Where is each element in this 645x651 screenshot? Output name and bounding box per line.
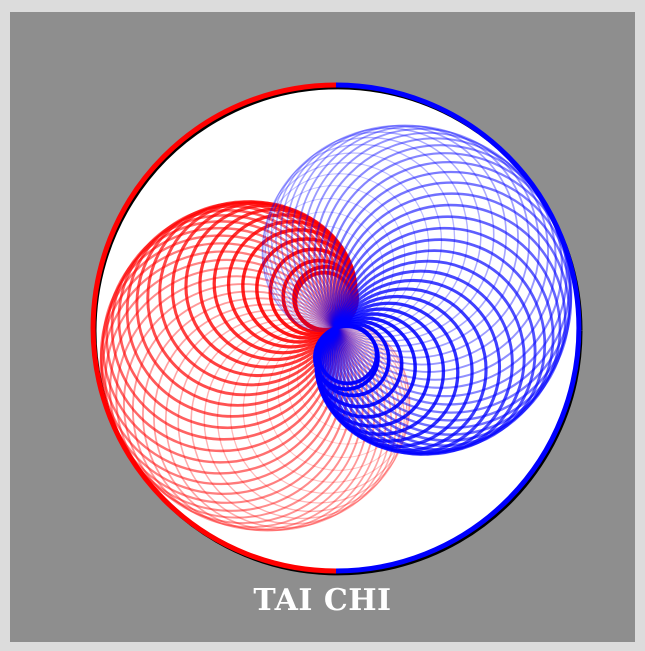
blue-circle xyxy=(325,278,502,455)
blue-circle xyxy=(281,254,360,332)
blue-circle xyxy=(313,324,380,392)
title-caption: TAI CHI xyxy=(253,583,392,618)
blue-circle xyxy=(263,197,395,329)
red-circle xyxy=(242,326,410,494)
blue-circle xyxy=(262,162,430,330)
blue-circle xyxy=(291,124,519,353)
red-circle xyxy=(177,314,392,529)
blue-circle-family xyxy=(261,124,573,456)
blue-circle xyxy=(264,152,443,331)
outer-rim-red xyxy=(90,82,337,574)
blue-circle xyxy=(280,127,495,342)
outer-rim-blue xyxy=(335,82,582,574)
blue-circle xyxy=(315,321,391,398)
blue-circle xyxy=(333,192,571,430)
